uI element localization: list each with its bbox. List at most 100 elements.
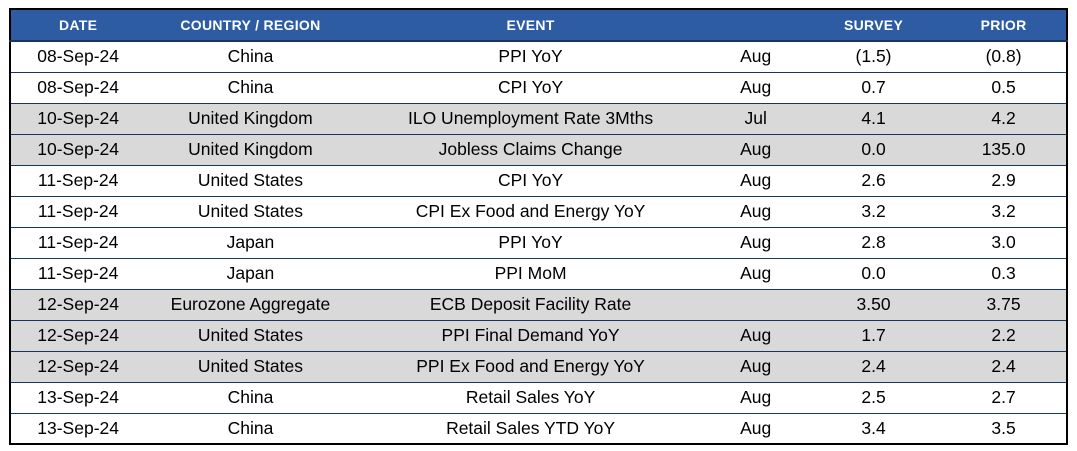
cell-survey: 2.8 <box>805 227 942 259</box>
cell-prior: 2.4 <box>941 351 1067 383</box>
cell-period: Aug <box>705 41 806 73</box>
cell-period: Aug <box>705 320 806 352</box>
cell-country: China <box>145 413 356 445</box>
table-row: 12-Sep-24 United States PPI Final Demand Y… <box>10 320 1067 352</box>
cell-event: ILO Unemployment Rate 3Mths <box>355 103 706 135</box>
cell-country: China <box>145 382 356 414</box>
cell-prior: 0.5 <box>941 72 1067 104</box>
col-header-country: COUNTRY / REGION <box>145 9 356 42</box>
cell-period: Aug <box>705 134 806 166</box>
cell-survey: 3.50 <box>805 289 942 321</box>
cell-date: 10-Sep-24 <box>10 103 146 135</box>
cell-survey: 1.7 <box>805 320 942 352</box>
cell-period: Jul <box>705 103 806 135</box>
cell-date: 11-Sep-24 <box>10 165 146 197</box>
table-row: 11-Sep-24 Japan PPI YoY Aug 2.8 3.0 <box>10 227 1067 259</box>
col-header-period <box>705 9 806 42</box>
cell-survey: 4.1 <box>805 103 942 135</box>
cell-prior: 2.7 <box>941 382 1067 414</box>
cell-period: Aug <box>705 382 806 414</box>
cell-country: United Kingdom <box>145 134 356 166</box>
cell-prior: (0.8) <box>941 41 1067 73</box>
cell-prior: 0.3 <box>941 258 1067 290</box>
table-row: 12-Sep-24 United States PPI Ex Food and En… <box>10 351 1067 383</box>
cell-date: 08-Sep-24 <box>10 41 146 73</box>
cell-date: 13-Sep-24 <box>10 413 146 445</box>
cell-country: Japan <box>145 258 356 290</box>
table-body: 08-Sep-24 China PPI YoY Aug (1.5) (0.8) 08-Sep… <box>10 41 1067 445</box>
cell-date: 11-Sep-24 <box>10 196 146 228</box>
cell-date: 11-Sep-24 <box>10 227 146 259</box>
cell-event: PPI YoY <box>355 41 706 73</box>
cell-survey: 2.5 <box>805 382 942 414</box>
table-row: 10-Sep-24 United Kingdom ILO Unemployment … <box>10 103 1067 135</box>
col-header-survey: SURVEY <box>805 9 942 42</box>
cell-prior: 3.2 <box>941 196 1067 228</box>
cell-period: Aug <box>705 196 806 228</box>
header-row: DATE COUNTRY / REGION EVENT SURVEY PRIOR <box>10 9 1067 42</box>
table-row: 12-Sep-24 Eurozone Aggregate ECB Deposit F… <box>10 289 1067 321</box>
cell-event: ECB Deposit Facility Rate <box>355 289 706 321</box>
cell-country: China <box>145 41 356 73</box>
table-row: 08-Sep-24 China PPI YoY Aug (1.5) (0.8) <box>10 41 1067 73</box>
cell-prior: 135.0 <box>941 134 1067 166</box>
cell-event: PPI Final Demand YoY <box>355 320 706 352</box>
cell-event: Retail Sales YoY <box>355 382 706 414</box>
cell-survey: (1.5) <box>805 41 942 73</box>
col-header-event: EVENT <box>355 9 706 42</box>
cell-event: PPI YoY <box>355 227 706 259</box>
cell-country: China <box>145 72 356 104</box>
table-row: 11-Sep-24 Japan PPI MoM Aug 0.0 0.3 <box>10 258 1067 290</box>
cell-event: Jobless Claims Change <box>355 134 706 166</box>
cell-survey: 3.4 <box>805 413 942 445</box>
cell-period: Aug <box>705 351 806 383</box>
cell-date: 11-Sep-24 <box>10 258 146 290</box>
cell-period: Aug <box>705 165 806 197</box>
cell-event: PPI Ex Food and Energy YoY <box>355 351 706 383</box>
cell-country: United States <box>145 165 356 197</box>
table-row: 11-Sep-24 United States CPI Ex Food and En… <box>10 196 1067 228</box>
cell-survey: 0.0 <box>805 134 942 166</box>
cell-date: 12-Sep-24 <box>10 289 146 321</box>
cell-prior: 2.9 <box>941 165 1067 197</box>
table-header: DATE COUNTRY / REGION EVENT SURVEY PRIOR <box>10 9 1067 42</box>
cell-country: United Kingdom <box>145 103 356 135</box>
cell-survey: 2.6 <box>805 165 942 197</box>
cell-prior: 2.2 <box>941 320 1067 352</box>
cell-survey: 0.7 <box>805 72 942 104</box>
cell-period: Aug <box>705 72 806 104</box>
cell-prior: 3.5 <box>941 413 1067 445</box>
cell-event: CPI Ex Food and Energy YoY <box>355 196 706 228</box>
cell-country: United States <box>145 196 356 228</box>
col-header-date: DATE <box>10 9 146 42</box>
table-row: 10-Sep-24 United Kingdom Jobless Claims Ch… <box>10 134 1067 166</box>
cell-date: 12-Sep-24 <box>10 351 146 383</box>
cell-survey: 2.4 <box>805 351 942 383</box>
cell-event: Retail Sales YTD YoY <box>355 413 706 445</box>
cell-prior: 3.75 <box>941 289 1067 321</box>
cell-survey: 0.0 <box>805 258 942 290</box>
cell-event: CPI YoY <box>355 165 706 197</box>
cell-period: Aug <box>705 413 806 445</box>
table-row: 13-Sep-24 China Retail Sales YTD YoY Aug 3.4… <box>10 413 1067 445</box>
cell-event: CPI YoY <box>355 72 706 104</box>
cell-prior: 3.0 <box>941 227 1067 259</box>
cell-period <box>705 289 806 321</box>
cell-country: United States <box>145 320 356 352</box>
cell-country: United States <box>145 351 356 383</box>
cell-country: Eurozone Aggregate <box>145 289 356 321</box>
cell-date: 08-Sep-24 <box>10 72 146 104</box>
cell-period: Aug <box>705 227 806 259</box>
table-row: 11-Sep-24 United States CPI YoY Aug 2.6 2.9 <box>10 165 1067 197</box>
table-row: 13-Sep-24 China Retail Sales YoY Aug 2.5 2.7 <box>10 382 1067 414</box>
cell-date: 10-Sep-24 <box>10 134 146 166</box>
cell-date: 13-Sep-24 <box>10 382 146 414</box>
cell-period: Aug <box>705 258 806 290</box>
economic-calendar-table: DATE COUNTRY / REGION EVENT SURVEY PRIOR… <box>9 8 1068 445</box>
cell-prior: 4.2 <box>941 103 1067 135</box>
col-header-prior: PRIOR <box>941 9 1067 42</box>
cell-event: PPI MoM <box>355 258 706 290</box>
cell-country: Japan <box>145 227 356 259</box>
cell-survey: 3.2 <box>805 196 942 228</box>
table-row: 08-Sep-24 China CPI YoY Aug 0.7 0.5 <box>10 72 1067 104</box>
